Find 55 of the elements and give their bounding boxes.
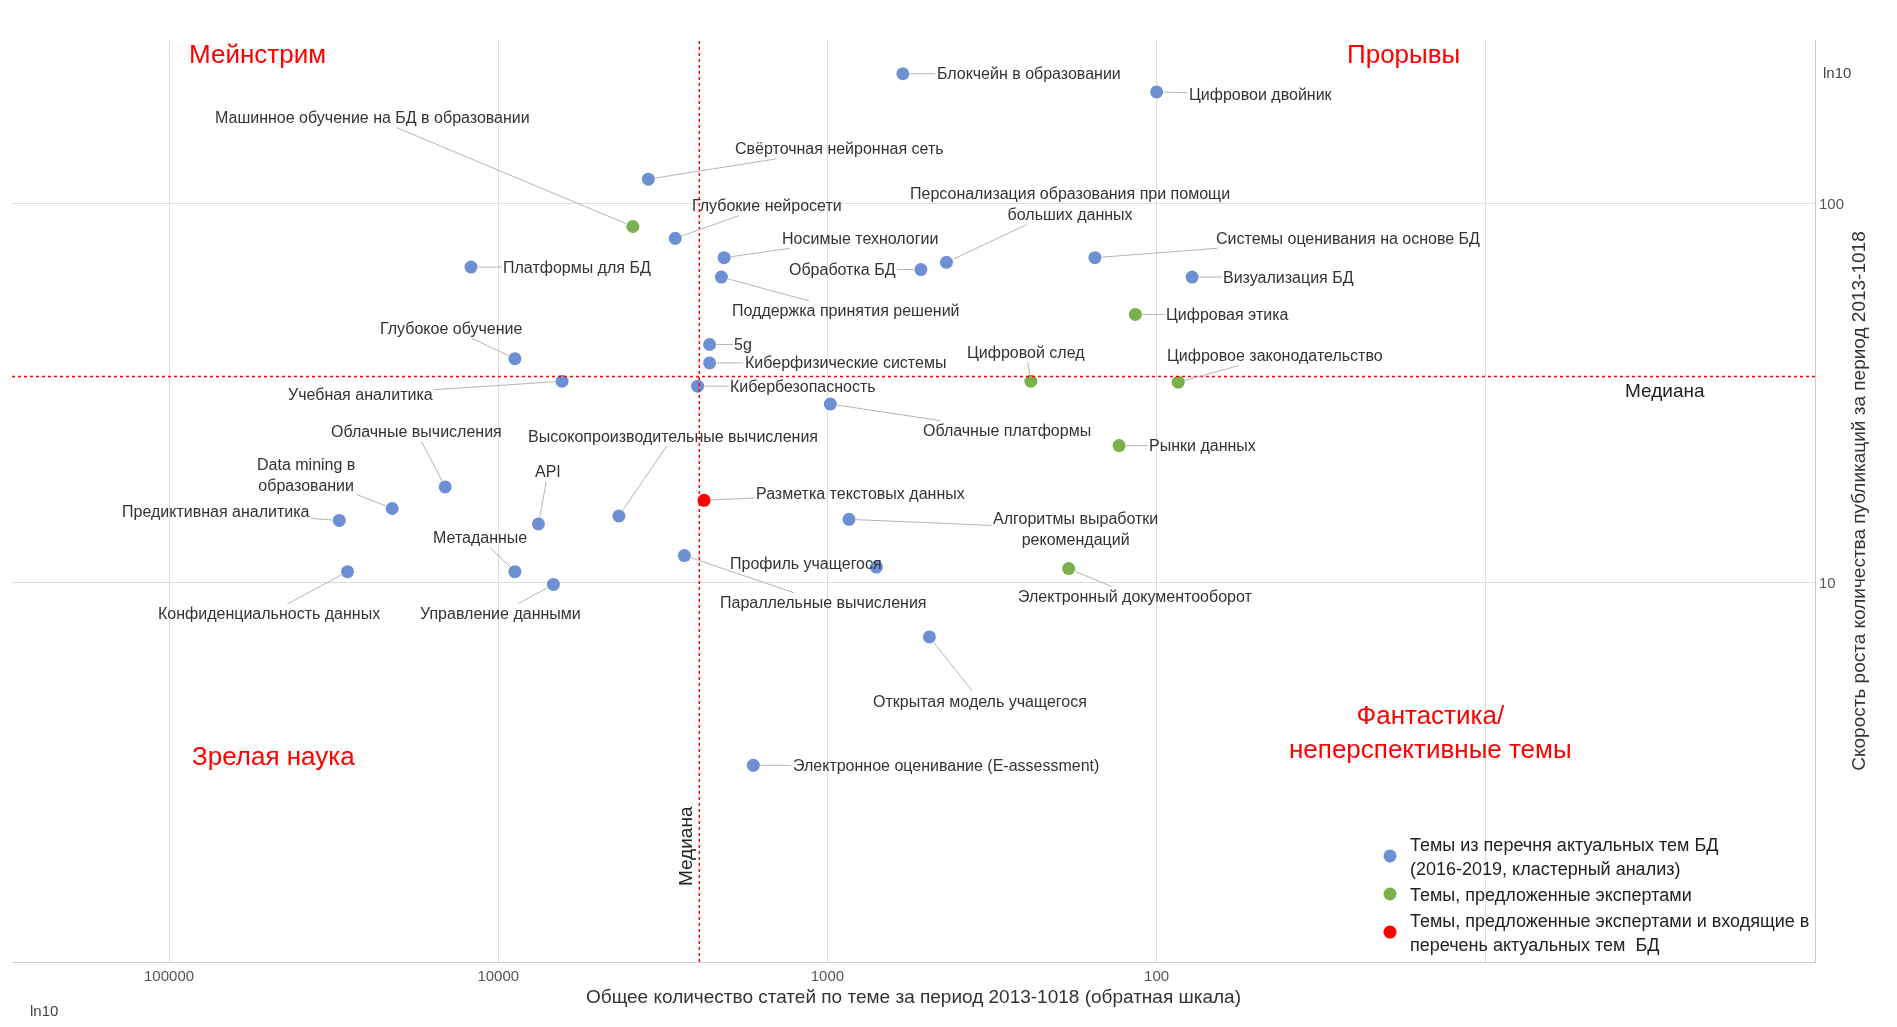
- x-tick-label: 100000: [144, 967, 195, 984]
- annotation: Персонализация образования при помощи больших данных: [910, 185, 1231, 223]
- annotation: Алгоритмы выработки рекомендаций: [993, 510, 1159, 548]
- annotation: Учебная аналитика: [288, 386, 433, 403]
- annotation: Предиктивная аналитика: [122, 503, 310, 520]
- annotation: Рынки данных: [1149, 437, 1256, 454]
- annotation: Высокопроизводительные вычисления: [528, 428, 819, 445]
- annotation: Мейнстрим: [189, 39, 327, 69]
- annotation: Data mining в образовании: [257, 456, 356, 494]
- annotation: Блокчейн в образовании: [937, 65, 1121, 82]
- annotation: Системы оценивания на основе БД: [1216, 230, 1481, 247]
- annotation: API: [535, 463, 561, 480]
- x-axis-title: Общее количество статей по теме за период 2013-1018 (обратная шкала): [585, 985, 1242, 1007]
- ref-line-label: Медиана: [674, 806, 696, 887]
- annotation: Открытая модель учащегося: [873, 693, 1087, 710]
- x-tick-label: 10000: [477, 967, 520, 984]
- legend-label: Темы из перечня актуальных тем БД (2016-2019, кластерный анализ): [1410, 835, 1719, 879]
- annotation: Разметка текстовых данных: [756, 485, 965, 502]
- annotation: Облачные вычисления: [331, 423, 502, 440]
- text: ln10: [1823, 64, 1852, 81]
- text: ln10: [30, 1002, 59, 1019]
- legend-label: Темы, предложенные экспертами и входящие в перечень актуальных тем БД: [1410, 911, 1810, 955]
- y-tick-label: 10: [1819, 574, 1836, 592]
- annotation: Цифровое законодательство: [1167, 347, 1383, 364]
- legend-label: Темы, предложенные экспертами: [1410, 885, 1692, 906]
- annotation: Облачные платформы: [923, 422, 1092, 439]
- annotation: Носимые технологии: [782, 230, 939, 247]
- annotation: Киберфизические системы: [745, 354, 947, 371]
- annotation: Прорывы: [1347, 39, 1461, 69]
- x-tick-label: 100: [1144, 967, 1170, 984]
- ref-line-label: Медиана: [1625, 380, 1705, 401]
- annotation: Профиль учащегося: [730, 555, 882, 572]
- annotation: Электронный документооборот: [1018, 588, 1253, 605]
- annotation: Цифровой след: [967, 344, 1086, 361]
- y-axis-title: Скорость роста количества публикаций за период 2013-1018: [1847, 231, 1869, 771]
- annotation: Глубокие нейросети: [692, 197, 842, 214]
- annotation: 5g: [734, 336, 752, 353]
- x-tick-label: 1000: [810, 967, 845, 984]
- annotation: Кибербезопасность: [730, 378, 876, 395]
- annotation: Свёрточная нейронная сеть: [735, 140, 944, 157]
- annotation: Глубокое обучение: [380, 320, 523, 337]
- annotation: Цифровая этика: [1166, 306, 1289, 323]
- annotation: Визуализация БД: [1223, 269, 1354, 286]
- annotation: Платформы для БД: [503, 259, 651, 276]
- annotation: Поддержка принятия решений: [732, 302, 960, 319]
- annotation: Конфиденциальность данных: [158, 605, 381, 622]
- annotation: Управление данными: [420, 605, 581, 622]
- annotation: Машинное обучение на БД в образовании: [215, 109, 530, 126]
- annotation: Зрелая наука: [192, 741, 356, 771]
- annotation: Электронное оценивание (E-assessment): [793, 757, 1100, 774]
- annotation: Метаданные: [433, 529, 528, 546]
- annotation: Параллельные вычисления: [720, 594, 927, 611]
- annotation: Обработка БД: [789, 261, 896, 278]
- annotation: Фантастика/ неперспективные темы: [1289, 700, 1572, 764]
- annotation: Цифровои двойник: [1189, 86, 1333, 103]
